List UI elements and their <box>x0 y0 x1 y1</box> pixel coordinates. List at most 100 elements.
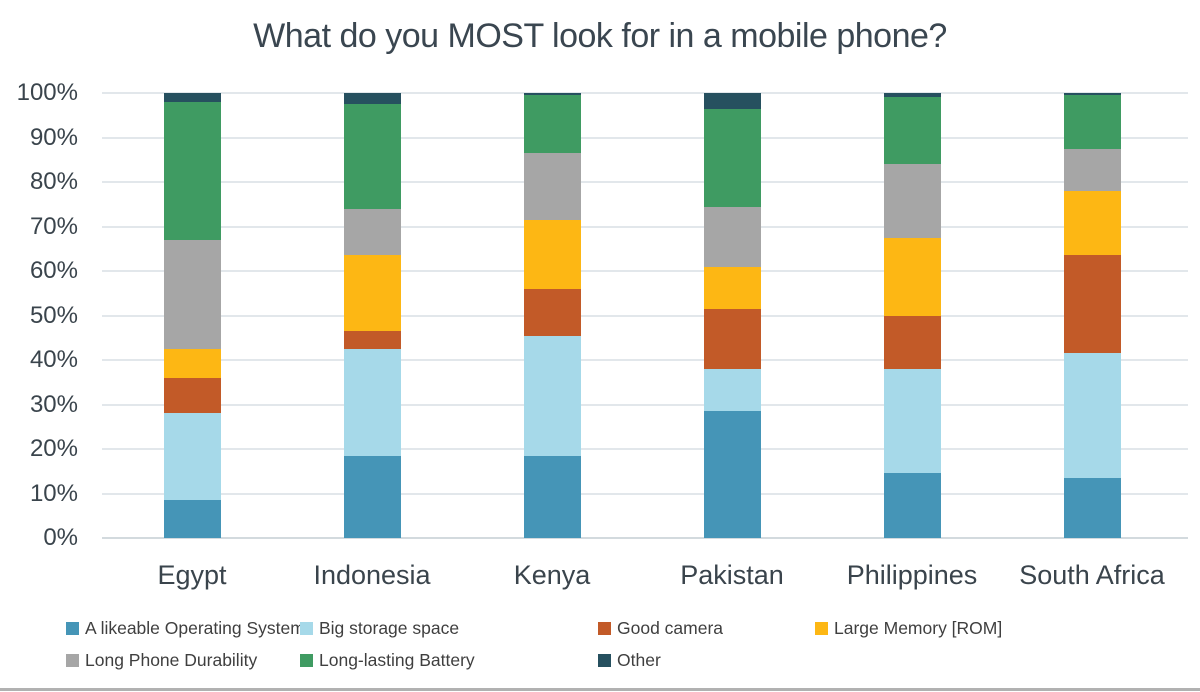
bar-segment-indonesia-big-storage-space <box>343 348 401 456</box>
gridline <box>102 181 1188 183</box>
bar-slot-south-africa <box>1002 93 1182 538</box>
bar-segment-south-africa-a-likeable-operating-system <box>1063 477 1121 538</box>
bar-slot-pakistan <box>642 93 822 538</box>
bar-segment-kenya-a-likeable-operating-system <box>523 455 581 538</box>
bar-south-africa <box>1063 93 1121 538</box>
bar-segment-kenya-big-storage-space <box>523 335 581 456</box>
y-tick-label-60: 60% <box>29 257 78 284</box>
bar-segment-pakistan-long-phone-durability <box>703 206 761 267</box>
bar-segment-kenya-good-camera <box>523 288 581 336</box>
y-tick-label-80: 80% <box>29 168 78 195</box>
bar-slot-kenya <box>462 93 642 538</box>
legend-item-big-storage-space: Big storage space <box>300 618 598 639</box>
legend-swatch-icon <box>66 622 79 635</box>
x-category-label-pakistan: Pakistan <box>680 560 784 590</box>
bar-segment-indonesia-long-lasting-battery <box>343 104 401 209</box>
y-tick-label-90: 90% <box>29 123 78 151</box>
bar-segment-kenya-long-lasting-battery <box>523 95 581 154</box>
bar-segment-south-africa-large-memory-rom <box>1063 190 1121 256</box>
bar-indonesia <box>343 93 401 538</box>
bar-segment-pakistan-other <box>703 93 761 109</box>
gridline <box>102 314 1188 317</box>
bar-segment-south-africa-long-phone-durability <box>1063 148 1121 191</box>
bar-segment-indonesia-good-camera <box>343 331 401 349</box>
bar-segment-egypt-long-lasting-battery <box>163 101 221 240</box>
chart-title: What do you MOST look for in a mobile ph… <box>253 17 947 55</box>
plot-area <box>102 92 1188 539</box>
gridline <box>102 225 1188 228</box>
y-tick-label-30: 30% <box>29 390 78 418</box>
bar-segment-egypt-long-phone-durability <box>163 239 221 349</box>
legend-swatch-icon <box>300 622 313 635</box>
legend-label: Other <box>617 650 661 670</box>
gridline <box>102 492 1188 495</box>
bar-segment-indonesia-a-likeable-operating-system <box>343 455 401 538</box>
legend-swatch-icon <box>300 654 313 667</box>
gridline <box>102 359 1188 361</box>
bar-segment-indonesia-other <box>343 93 401 105</box>
y-tick-label-20: 20% <box>29 435 78 462</box>
bar-segment-pakistan-large-memory-rom <box>703 266 761 309</box>
y-tick-label-40: 40% <box>29 346 78 373</box>
bar-segment-indonesia-large-memory-rom <box>343 255 401 332</box>
x-category-label-philippines: Philippines <box>846 560 978 590</box>
bar-segment-philippines-big-storage-space <box>883 368 941 474</box>
legend-item-other: Other <box>598 650 815 671</box>
bar-segment-philippines-long-lasting-battery <box>883 97 941 165</box>
x-category-label-kenya: Kenya <box>513 560 591 590</box>
bar-segment-south-africa-good-camera <box>1063 255 1121 354</box>
bar-segment-south-africa-other <box>1063 93 1121 96</box>
legend-swatch-icon <box>598 654 611 667</box>
x-axis-line <box>102 537 1188 539</box>
legend-label: Long Phone Durability <box>85 650 258 670</box>
y-tick-label-10: 10% <box>29 479 78 507</box>
bar-segment-egypt-other <box>163 93 221 102</box>
y-axis: 0% 10% 20% 30% 40% 50% 60% 70% 80% 90% 100% <box>0 79 78 551</box>
bar-egypt <box>163 93 221 538</box>
x-category-label-indonesia: Indonesia <box>313 560 431 590</box>
bar-segment-egypt-large-memory-rom <box>163 348 221 378</box>
bar-segment-egypt-big-storage-space <box>163 413 221 501</box>
bar-pakistan <box>703 93 761 538</box>
legend-label: A likeable Operating System <box>85 618 305 638</box>
legend-swatch-icon <box>815 622 828 635</box>
bar-slot-egypt <box>102 93 282 538</box>
slide-bottom-edge-line <box>0 688 1200 691</box>
legend-item-good-camera: Good camera <box>598 618 815 639</box>
bar-segment-pakistan-good-camera <box>703 308 761 369</box>
legend-swatch-icon <box>598 622 611 635</box>
x-axis: Egypt Indonesia Kenya Pakistan Philippines So… <box>102 560 1182 591</box>
gridline <box>102 448 1188 450</box>
bar-segment-kenya-other <box>523 93 581 96</box>
bar-philippines <box>883 93 941 538</box>
bar-segment-indonesia-long-phone-durability <box>343 208 401 256</box>
bar-segment-egypt-a-likeable-operating-system <box>163 500 221 538</box>
bar-segment-south-africa-big-storage-space <box>1063 353 1121 478</box>
bar-segment-philippines-other <box>883 93 941 98</box>
bar-segment-philippines-large-memory-rom <box>883 237 941 316</box>
legend-label: Large Memory [ROM] <box>834 618 1003 638</box>
legend: A likeable Operating System Big storage s… <box>0 618 1200 671</box>
bar-segment-philippines-good-camera <box>883 315 941 369</box>
legend-swatch-icon <box>66 654 79 667</box>
legend-label: Long-lasting Battery <box>319 650 475 670</box>
y-tick-label-100: 100% <box>16 79 78 106</box>
bars-layer <box>102 93 1182 538</box>
bar-segment-egypt-good-camera <box>163 377 221 414</box>
bar-segment-kenya-large-memory-rom <box>523 219 581 289</box>
bar-segment-pakistan-big-storage-space <box>703 368 761 412</box>
x-category-label-egypt: Egypt <box>157 560 227 590</box>
y-tick-label-50: 50% <box>29 301 78 329</box>
legend-item-large-memory-rom: Large Memory [ROM] <box>815 618 1200 639</box>
gridline <box>102 136 1188 139</box>
bar-slot-indonesia <box>282 93 462 538</box>
legend-label: Big storage space <box>319 618 460 638</box>
legend-item-a-likeable-operating-system: A likeable Operating System <box>66 618 305 639</box>
y-tick-label-70: 70% <box>29 212 78 240</box>
bar-segment-philippines-long-phone-durability <box>883 164 941 238</box>
gridline <box>102 270 1188 272</box>
gridline <box>102 92 1188 94</box>
legend-label: Good camera <box>617 618 724 638</box>
legend-item-long-phone-durability: Long Phone Durability <box>66 650 300 671</box>
